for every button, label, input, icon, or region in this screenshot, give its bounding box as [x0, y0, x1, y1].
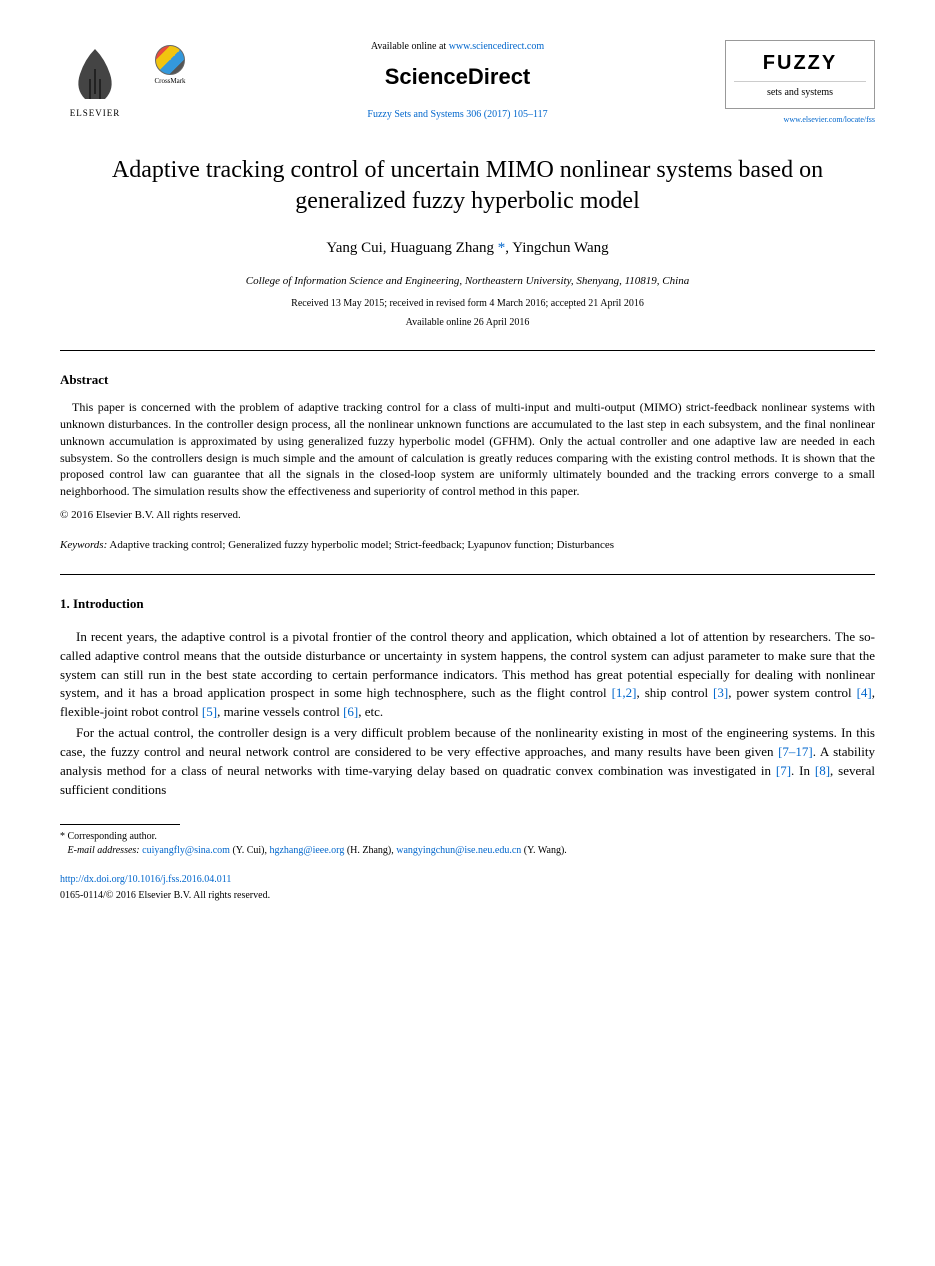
ref-1-2[interactable]: [1,2]: [612, 685, 637, 700]
name-cui: (Y. Cui),: [230, 845, 270, 856]
intro-p1: In recent years, the adaptive control is…: [60, 628, 875, 722]
keywords-line: Keywords: Adaptive tracking control; Gen…: [60, 538, 875, 553]
star-icon: *: [60, 831, 68, 842]
corr-text: Corresponding author.: [68, 831, 157, 842]
ref-5[interactable]: [5]: [202, 704, 217, 719]
authors: Yang Cui, Huaguang Zhang *, Yingchun Wan…: [60, 238, 875, 259]
ref-8[interactable]: [8]: [815, 763, 830, 778]
header-row: ELSEVIER CrossMark Available online at w…: [60, 40, 875, 125]
left-logos: ELSEVIER CrossMark: [60, 40, 190, 120]
divider: [60, 350, 875, 351]
abstract-text: This paper is concerned with the problem…: [60, 399, 875, 500]
paper-title: Adaptive tracking control of uncertain M…: [100, 155, 835, 217]
fuzzy-logo-block: FUZZY sets and systems www.elsevier.com/…: [725, 40, 875, 125]
abstract-copyright: © 2016 Elsevier B.V. All rights reserved…: [60, 508, 875, 523]
ref-6[interactable]: [6]: [343, 704, 358, 719]
intro-p1-e: , marine vessels control: [217, 704, 343, 719]
footnote-block: * Corresponding author. E-mail addresses…: [60, 830, 875, 858]
journal-reference[interactable]: Fuzzy Sets and Systems 306 (2017) 105–11…: [210, 108, 705, 122]
intro-heading: 1. Introduction: [60, 595, 875, 613]
affiliation: College of Information Science and Engin…: [60, 274, 875, 289]
elsevier-tree-icon: [65, 44, 125, 104]
elsevier-logo: ELSEVIER: [60, 40, 130, 120]
fuzzy-title: FUZZY: [734, 49, 866, 82]
corresponding-author: * Corresponding author.: [60, 830, 875, 844]
intro-p1-c: , power system control: [728, 685, 856, 700]
center-header: Available online at www.sciencedirect.co…: [190, 40, 725, 122]
corresponding-marker: *: [494, 240, 505, 256]
fuzzy-subtitle: sets and systems: [734, 82, 866, 100]
email-cui[interactable]: cuiyangfly@sina.com: [142, 845, 230, 856]
authors-suffix: , Yingchun Wang: [505, 240, 608, 256]
crossmark-badge[interactable]: CrossMark: [150, 45, 190, 87]
email-zhang[interactable]: hgzhang@ieee.org: [269, 845, 344, 856]
footnote-separator: [60, 824, 180, 825]
email-wang[interactable]: wangyingchun@ise.neu.edu.cn: [396, 845, 521, 856]
sciencedirect-url[interactable]: www.sciencedirect.com: [449, 41, 544, 52]
available-prefix: Available online at: [371, 41, 449, 52]
ref-4[interactable]: [4]: [857, 685, 872, 700]
keywords-text: Adaptive tracking control; Generalized f…: [107, 539, 614, 551]
available-date: Available online 26 April 2016: [60, 316, 875, 330]
elsevier-locate-url[interactable]: www.elsevier.com/locate/fss: [725, 114, 875, 125]
crossmark-icon: [155, 45, 185, 75]
intro-p1-b: , ship control: [637, 685, 714, 700]
footer-copyright: 0165-0114/© 2016 Elsevier B.V. All right…: [60, 889, 875, 903]
elsevier-label: ELSEVIER: [70, 107, 121, 120]
abstract-body: This paper is concerned with the problem…: [60, 399, 875, 500]
available-online: Available online at www.sciencedirect.co…: [210, 40, 705, 54]
name-zhang: (H. Zhang),: [344, 845, 396, 856]
intro-p2-a: For the actual control, the controller d…: [60, 725, 875, 759]
ref-7[interactable]: [7]: [776, 763, 791, 778]
intro-p2-c: . In: [791, 763, 815, 778]
keywords-label: Keywords:: [60, 539, 107, 551]
ref-3[interactable]: [3]: [713, 685, 728, 700]
intro-p1-f: , etc.: [358, 704, 383, 719]
email-label: E-mail addresses:: [68, 845, 140, 856]
name-wang: (Y. Wang).: [521, 845, 567, 856]
received-dates: Received 13 May 2015; received in revise…: [60, 297, 875, 311]
sciencedirect-logo: ScienceDirect: [210, 62, 705, 93]
crossmark-label: CrossMark: [154, 77, 185, 87]
fuzzy-journal-logo: FUZZY sets and systems: [725, 40, 875, 109]
intro-p2: For the actual control, the controller d…: [60, 724, 875, 799]
intro-body: In recent years, the adaptive control is…: [60, 628, 875, 800]
doi-link[interactable]: http://dx.doi.org/10.1016/j.fss.2016.04.…: [60, 873, 875, 887]
divider: [60, 574, 875, 575]
email-addresses: E-mail addresses: cuiyangfly@sina.com (Y…: [60, 844, 875, 858]
abstract-heading: Abstract: [60, 371, 875, 389]
authors-prefix: Yang Cui, Huaguang Zhang: [326, 240, 494, 256]
ref-7-17[interactable]: [7–17]: [778, 744, 813, 759]
